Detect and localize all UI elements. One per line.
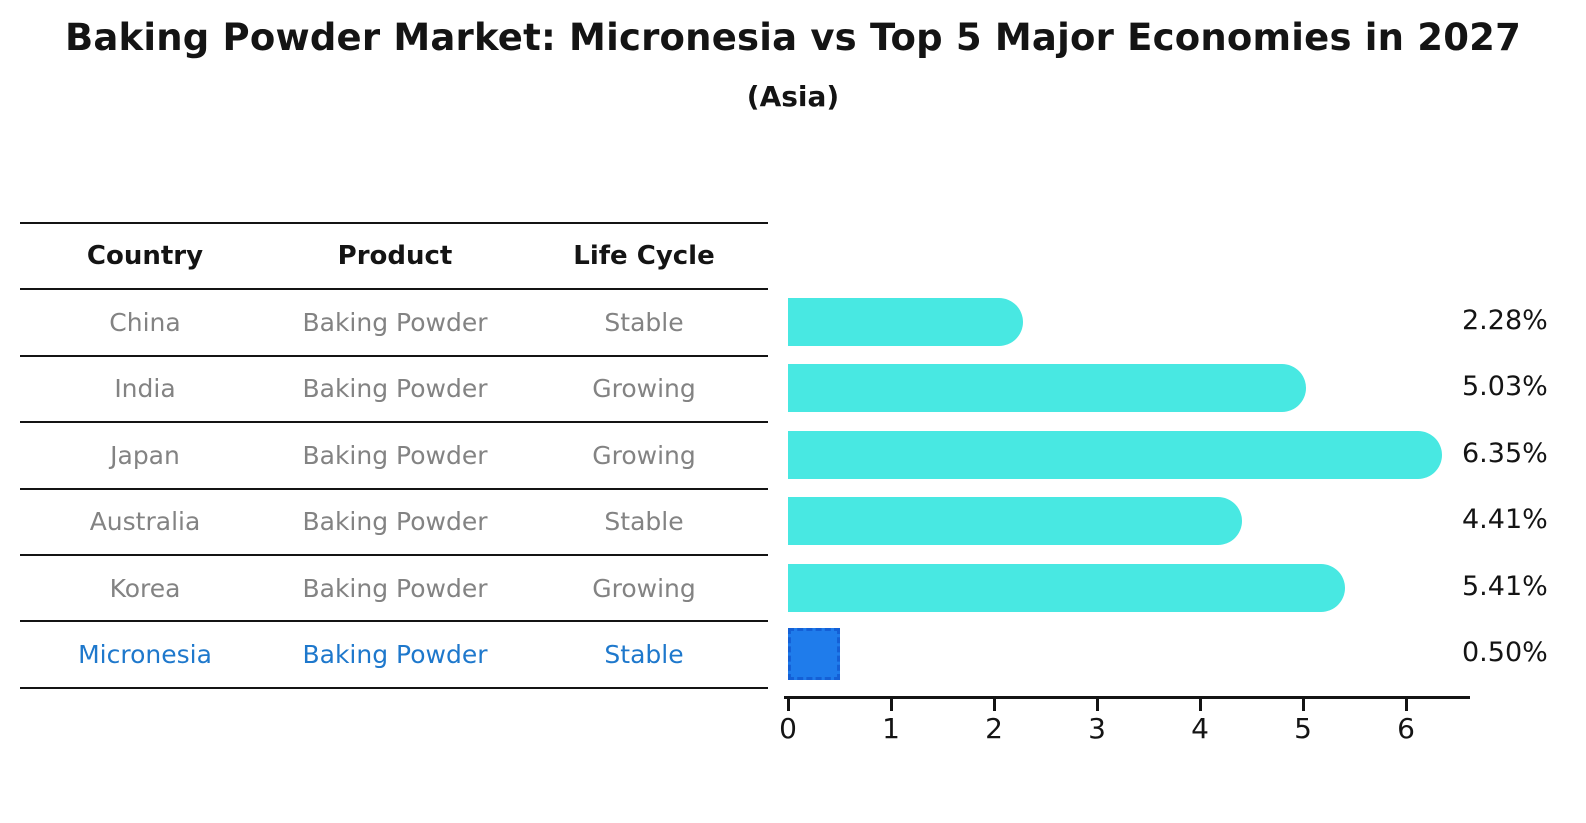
cell-country: India	[114, 374, 176, 404]
value-label-australia: 4.41%	[1462, 504, 1548, 536]
x-tick-mark	[993, 699, 996, 711]
table-row-micronesia: Micronesia Baking Powder Stable	[20, 622, 768, 689]
x-tick-label: 5	[1294, 712, 1312, 745]
chart-title: Baking Powder Market: Micronesia vs Top …	[64, 16, 1522, 59]
x-tick-mark	[1096, 699, 1099, 711]
table-row-australia: Australia Baking Powder Stable	[20, 490, 768, 556]
chart-subtitle: (Asia)	[746, 80, 840, 113]
bar-micronesia	[788, 628, 840, 680]
cell-country: Australia	[89, 507, 201, 537]
x-tick-mark	[1405, 699, 1408, 711]
x-tick-mark	[1302, 699, 1305, 711]
cell-life-cycle: Growing	[592, 573, 696, 603]
table-row-india: India Baking Powder Growing	[20, 357, 768, 424]
cell-product: Baking Powder	[302, 374, 488, 404]
x-tick-label: 6	[1397, 712, 1415, 745]
bar-china	[788, 298, 1023, 346]
x-tick-mark	[1199, 699, 1202, 711]
cell-life-cycle: Stable	[604, 308, 684, 338]
cell-country: Korea	[109, 573, 181, 603]
cell-product: Baking Powder	[302, 573, 488, 603]
table-row-china: China Baking Powder Stable	[20, 290, 768, 357]
bar-korea	[788, 563, 1345, 612]
cell-product: Baking Powder	[302, 640, 488, 670]
cell-product: Baking Powder	[302, 440, 488, 470]
cell-life-cycle: Stable	[604, 640, 684, 670]
table-header-row: Country Product Life Cycle	[20, 224, 768, 291]
x-tick-mark	[787, 699, 790, 711]
x-tick-mark	[890, 699, 893, 711]
header-country: Country	[86, 241, 204, 272]
value-label-india: 5.03%	[1462, 371, 1548, 403]
cell-country: Micronesia	[78, 640, 212, 670]
cell-product: Baking Powder	[302, 507, 488, 537]
header-product: Product	[337, 241, 453, 272]
x-tick-label: 1	[882, 712, 900, 745]
x-axis-line	[784, 696, 1470, 699]
value-label-micronesia: 0.50%	[1462, 637, 1548, 668]
table-row-korea: Korea Baking Powder Growing	[20, 556, 768, 623]
bar-japan	[788, 430, 1442, 479]
value-label-china: 2.28%	[1462, 305, 1548, 336]
country-table: Country Product Life Cycle China Baking …	[20, 222, 768, 689]
bar-india	[788, 364, 1306, 413]
table-row-japan: Japan Baking Powder Growing	[20, 423, 768, 490]
header-life-cycle: Life Cycle	[573, 241, 715, 272]
cell-country: Japan	[110, 440, 180, 470]
cell-product: Baking Powder	[302, 308, 488, 338]
bar-australia	[788, 497, 1242, 546]
x-tick-label: 0	[779, 712, 797, 745]
value-label-japan: 6.35%	[1462, 437, 1548, 469]
x-tick-label: 2	[985, 712, 1003, 745]
x-tick-label: 4	[1191, 712, 1209, 745]
value-label-korea: 5.41%	[1462, 570, 1548, 602]
cell-life-cycle: Stable	[604, 507, 684, 537]
x-tick-label: 3	[1088, 712, 1106, 745]
cell-life-cycle: Growing	[592, 440, 696, 470]
cell-life-cycle: Growing	[592, 374, 696, 404]
cell-country: China	[109, 308, 181, 338]
